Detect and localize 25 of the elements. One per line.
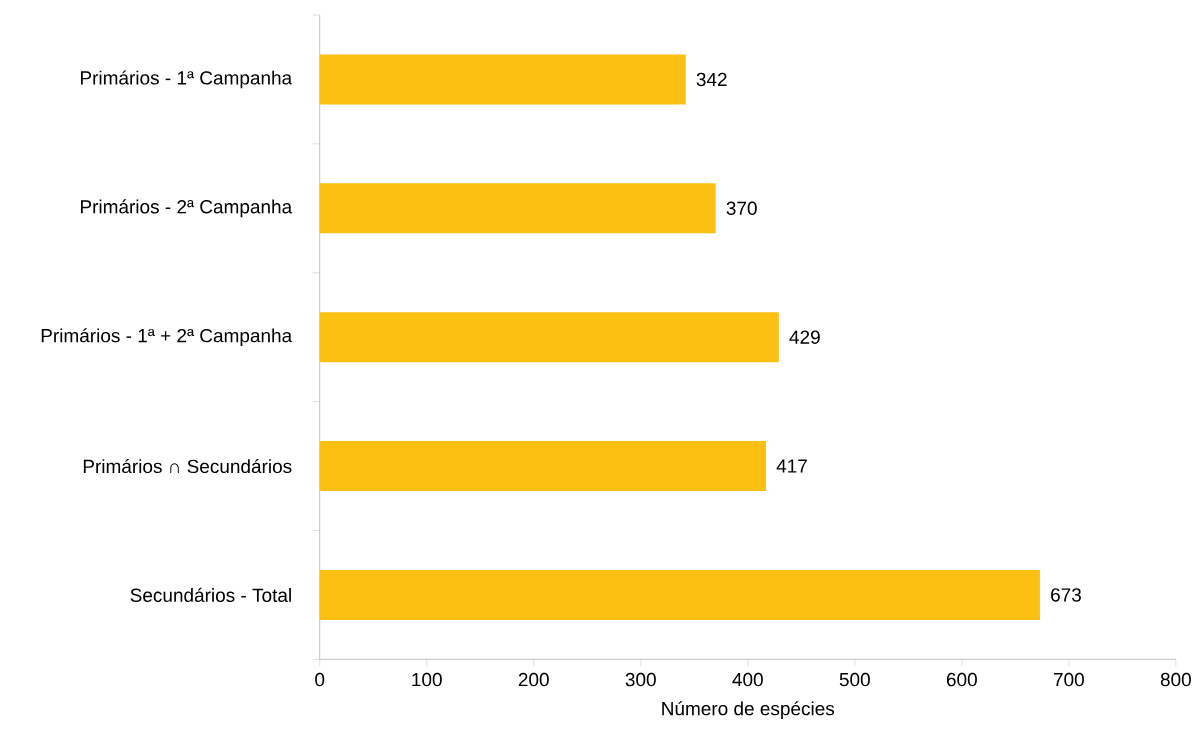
y-tick-label: Primários - 1ª Campanha	[81, 70, 293, 89]
data-label: 673	[1051, 588, 1081, 602]
bar	[319, 54, 686, 105]
x-tick-label: 200	[518, 672, 549, 687]
x-tick-label: 300	[625, 672, 656, 687]
bar	[319, 183, 716, 234]
y-tick-label: Primários ∩ Secundários	[83, 458, 292, 473]
data-label: 342	[696, 72, 727, 87]
x-axis-title: Número de espécies	[662, 701, 835, 719]
bar	[319, 440, 766, 491]
y-tick-label: Secundários - Total	[130, 587, 291, 602]
y-tick-label: Primários - 2ª Campanha	[81, 199, 293, 218]
x-tick-label: 600	[946, 672, 977, 687]
bar	[319, 569, 1040, 620]
data-label: 429	[789, 330, 820, 344]
x-tick-label: 800	[1160, 672, 1191, 687]
x-tick-label: 500	[839, 672, 870, 687]
x-tick-label: 400	[732, 672, 763, 687]
data-label: 417	[776, 459, 807, 473]
bar	[319, 312, 779, 363]
x-tick-label: 0	[315, 672, 325, 687]
x-tick-label: 700	[1053, 672, 1084, 687]
x-tick-label: 100	[412, 672, 442, 687]
data-label: 370	[726, 201, 757, 215]
y-tick-label: Primários - 1ª + 2ª Campanha	[41, 328, 293, 346]
